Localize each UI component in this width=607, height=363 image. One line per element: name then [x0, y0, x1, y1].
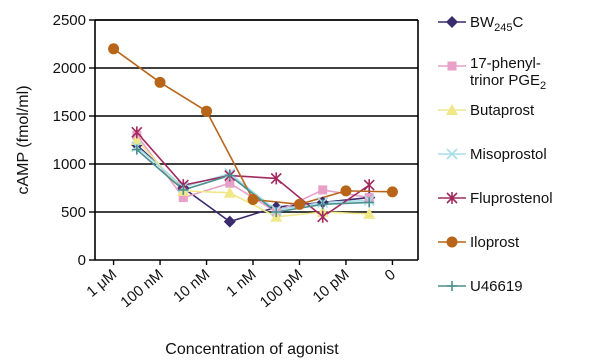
legend-item-fluprostenol: Fluprostenol	[438, 190, 553, 207]
data-point-fluprostenol	[131, 126, 143, 139]
legend-marker	[446, 148, 458, 160]
x-tick-label: 100 nM	[117, 266, 166, 311]
series-line-misoprostol	[136, 146, 370, 211]
legend-label-suffix: C	[513, 14, 524, 31]
data-point-u46619	[364, 197, 375, 208]
legend-label-main: Iloprost	[470, 234, 520, 251]
x-axis-label: Concentration of agonist	[165, 341, 339, 358]
x-tick-label: 0	[382, 266, 399, 284]
legend-label-main: Butaprost	[470, 102, 535, 119]
y-tick-label: 500	[61, 204, 86, 221]
legend-label-main: U46619	[470, 278, 523, 295]
legend-label: Butaprost	[470, 102, 535, 119]
data-point-17-phenyl-trinor-pge2	[318, 185, 328, 195]
x-tick-label: 10 nM	[170, 266, 213, 306]
data-point-iloprost	[247, 194, 259, 206]
data-point-u46619	[224, 170, 235, 181]
legend-marker	[446, 192, 458, 204]
data-point-u46619	[178, 184, 189, 195]
legend-label: 17-phenyl-trinor PGE2	[470, 55, 546, 92]
data-point-u46619	[271, 207, 282, 217]
data-point-17-phenyl-trinor-pge2	[178, 193, 188, 203]
legend-label: Fluprostenol	[470, 190, 553, 207]
legend-label-subscript: 2	[540, 80, 546, 92]
legend-marker	[446, 236, 458, 248]
data-point-iloprost	[293, 198, 305, 210]
series-line-fluprostenol	[136, 131, 370, 218]
legend-item-iloprost: Iloprost	[438, 234, 520, 251]
legend-marker	[446, 104, 458, 115]
legend-label: U46619	[470, 278, 523, 295]
legend-label-line2: trinor PGE	[470, 72, 540, 89]
data-point-iloprost	[108, 43, 120, 55]
data-point-iloprost	[154, 76, 166, 88]
legend-label: Iloprost	[470, 234, 520, 251]
data-point-butaprost	[363, 207, 376, 219]
series-markers	[108, 43, 398, 228]
legend-item-misoprostol: Misoprostol	[438, 146, 547, 163]
y-tick-label: 1000	[53, 156, 86, 173]
x-tick-label: 10 pM	[310, 266, 353, 306]
legend-item-17-phenyl-trinor-pge2: 17-phenyl-trinor PGE2	[438, 55, 546, 92]
legend: BW245C 17-phenyl-trinor PGE2 Butaprost Miso…	[438, 14, 553, 295]
y-tick-label: 2000	[53, 60, 86, 77]
y-tick-labels: 0 500 1000 1500 2000 2500	[53, 12, 86, 269]
legend-label-subscript: 245	[494, 22, 512, 34]
y-tick-label: 0	[78, 252, 86, 269]
y-axis-label: cAMP (fmol/ml)	[15, 85, 32, 194]
legend-item-bw245c: BW245C	[438, 14, 524, 34]
legend-label-main: BW	[470, 14, 495, 31]
data-point-iloprost	[201, 105, 213, 117]
x-tick-label: 100 pM	[257, 266, 306, 311]
data-point-butaprost	[223, 186, 236, 198]
data-point-fluprostenol	[363, 179, 375, 192]
legend-label-main: 17-phenyl-	[470, 55, 541, 72]
series-line-butaprost	[136, 139, 370, 218]
data-point-butaprost	[130, 134, 143, 145]
legend-item-butaprost: Butaprost	[438, 102, 535, 119]
x-tick-label: 1 μM	[83, 266, 120, 301]
data-point-17-phenyl-trinor-pge2	[225, 178, 235, 188]
legend-marker	[447, 61, 457, 71]
series-line-u46619	[136, 148, 370, 213]
series-line-iloprost	[113, 48, 393, 206]
y-tick-label: 1500	[53, 108, 86, 125]
data-point-u46619	[131, 144, 142, 155]
data-point-bw245c	[223, 215, 236, 228]
data-point-fluprostenol	[317, 210, 329, 223]
data-point-u46619	[317, 199, 328, 210]
data-point-iloprost	[386, 186, 398, 198]
legend-marker	[446, 16, 458, 28]
legend-label: Misoprostol	[470, 146, 547, 163]
legend-item-u46619: U46619	[438, 278, 523, 295]
legend-label-main: Misoprostol	[470, 146, 547, 163]
data-point-iloprost	[340, 185, 352, 197]
y-tick-label: 2500	[53, 12, 86, 29]
data-point-fluprostenol	[270, 172, 282, 185]
legend-label-main: Fluprostenol	[470, 190, 553, 207]
axes	[89, 19, 419, 265]
x-tick-label: 1 nM	[223, 266, 259, 300]
legend-marker	[447, 281, 457, 291]
legend-label: BW245C	[470, 14, 524, 34]
